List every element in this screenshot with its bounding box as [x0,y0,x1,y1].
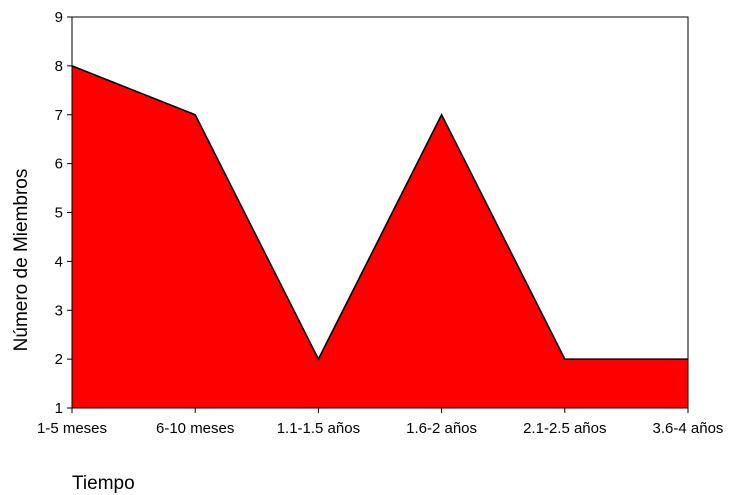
x-tick-label: 1-5 meses [37,420,107,437]
y-tick-label: 8 [55,58,63,75]
y-tick-label: 5 [55,205,63,222]
x-tick-label: 1.1-1.5 años [277,420,360,437]
y-tick-label: 7 [55,107,63,124]
y-tick-label: 1 [55,400,63,417]
y-tick-label: 9 [55,9,63,26]
x-tick-label: 1.6-2 años [406,420,477,437]
y-tick-label: 2 [55,351,63,368]
y-tick-label: 4 [55,253,63,270]
x-tick-label: 2.1-2.5 años [523,420,606,437]
series-line [71,65,688,361]
y-axis-ticks: 1 2 3 4 5 6 7 8 9 [55,9,72,417]
y-tick-label: 3 [55,302,63,319]
x-tick-label: 6-10 meses [156,420,234,437]
y-axis-title: Número de Miembros [11,169,32,352]
y-tick-label: 6 [55,156,63,173]
x-tick-label: 3.6-4 años [653,420,724,437]
x-axis-ticks: 1-5 meses 6-10 meses 1.1-1.5 años 1.6-2 año… [37,408,723,437]
x-axis-title: Tiempo [72,473,135,494]
plot-area [71,16,689,409]
